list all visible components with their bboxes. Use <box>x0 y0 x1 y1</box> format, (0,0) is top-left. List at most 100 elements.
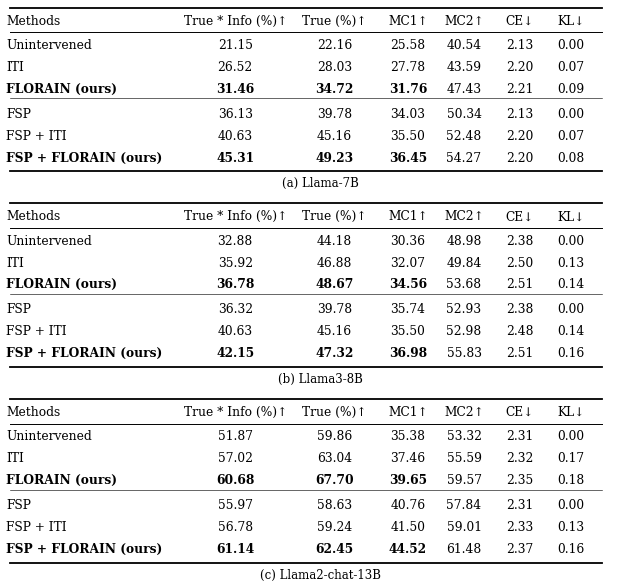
Text: 59.01: 59.01 <box>447 521 481 534</box>
Text: (b) Llama3-8B: (b) Llama3-8B <box>278 373 362 386</box>
Text: CE↓: CE↓ <box>506 211 534 224</box>
Text: 36.78: 36.78 <box>216 278 254 291</box>
Text: 35.92: 35.92 <box>218 257 253 269</box>
Text: 27.78: 27.78 <box>390 61 426 74</box>
Text: 2.32: 2.32 <box>506 452 534 465</box>
Text: 0.00: 0.00 <box>557 108 585 121</box>
Text: MC1↑: MC1↑ <box>388 211 428 224</box>
Text: 62.45: 62.45 <box>316 543 353 556</box>
Text: 37.46: 37.46 <box>390 452 426 465</box>
Text: 2.48: 2.48 <box>506 325 534 338</box>
Text: MC2↑: MC2↑ <box>444 406 484 419</box>
Text: True (%)↑: True (%)↑ <box>302 15 367 28</box>
Text: 30.36: 30.36 <box>390 235 426 248</box>
Text: 59.57: 59.57 <box>447 474 481 487</box>
Text: 34.72: 34.72 <box>316 83 353 96</box>
Text: 47.43: 47.43 <box>447 83 481 96</box>
Text: 0.00: 0.00 <box>557 303 585 316</box>
Text: MC1↑: MC1↑ <box>388 406 428 419</box>
Text: MC2↑: MC2↑ <box>444 211 484 224</box>
Text: 2.38: 2.38 <box>506 303 534 316</box>
Text: 0.00: 0.00 <box>557 39 585 52</box>
Text: 2.50: 2.50 <box>506 257 534 269</box>
Text: 28.03: 28.03 <box>317 61 352 74</box>
Text: 0.00: 0.00 <box>557 430 585 443</box>
Text: 34.03: 34.03 <box>390 108 426 121</box>
Text: 61.48: 61.48 <box>446 543 482 556</box>
Text: 50.34: 50.34 <box>447 108 481 121</box>
Text: 56.78: 56.78 <box>218 521 253 534</box>
Text: True * Info (%)↑: True * Info (%)↑ <box>184 15 287 28</box>
Text: 35.50: 35.50 <box>390 130 426 143</box>
Text: FSP + FLORAIN (ours): FSP + FLORAIN (ours) <box>6 543 163 556</box>
Text: 44.18: 44.18 <box>317 235 352 248</box>
Text: 22.16: 22.16 <box>317 39 352 52</box>
Text: 45.31: 45.31 <box>216 151 254 164</box>
Text: FSP + FLORAIN (ours): FSP + FLORAIN (ours) <box>6 348 163 360</box>
Text: 2.38: 2.38 <box>506 235 534 248</box>
Text: 2.33: 2.33 <box>506 521 534 534</box>
Text: MC2↑: MC2↑ <box>444 15 484 28</box>
Text: 0.07: 0.07 <box>557 61 585 74</box>
Text: 2.20: 2.20 <box>506 151 534 164</box>
Text: 39.78: 39.78 <box>317 303 352 316</box>
Text: 52.48: 52.48 <box>446 130 482 143</box>
Text: 2.51: 2.51 <box>506 348 534 360</box>
Text: 31.46: 31.46 <box>216 83 254 96</box>
Text: 0.00: 0.00 <box>557 499 585 512</box>
Text: (a) Llama-7B: (a) Llama-7B <box>282 177 358 190</box>
Text: 0.13: 0.13 <box>557 257 585 269</box>
Text: 51.87: 51.87 <box>218 430 253 443</box>
Text: 0.08: 0.08 <box>557 151 585 164</box>
Text: 26.52: 26.52 <box>218 61 253 74</box>
Text: 53.68: 53.68 <box>447 278 481 291</box>
Text: 36.98: 36.98 <box>389 348 427 360</box>
Text: FSP + ITI: FSP + ITI <box>6 130 67 143</box>
Text: 40.63: 40.63 <box>218 130 253 143</box>
Text: 59.86: 59.86 <box>317 430 352 443</box>
Text: ITI: ITI <box>6 257 24 269</box>
Text: 60.68: 60.68 <box>216 474 254 487</box>
Text: True * Info (%)↑: True * Info (%)↑ <box>184 406 287 419</box>
Text: Unintervened: Unintervened <box>6 430 92 443</box>
Text: 40.54: 40.54 <box>447 39 481 52</box>
Text: 36.45: 36.45 <box>389 151 427 164</box>
Text: 35.38: 35.38 <box>390 430 426 443</box>
Text: ITI: ITI <box>6 61 24 74</box>
Text: 52.98: 52.98 <box>446 325 482 338</box>
Text: 39.78: 39.78 <box>317 108 352 121</box>
Text: 54.27: 54.27 <box>447 151 481 164</box>
Text: 47.32: 47.32 <box>316 348 353 360</box>
Text: FSP: FSP <box>6 108 31 121</box>
Text: 21.15: 21.15 <box>218 39 253 52</box>
Text: 2.37: 2.37 <box>506 543 534 556</box>
Text: 34.56: 34.56 <box>389 278 427 291</box>
Text: 35.74: 35.74 <box>390 303 426 316</box>
Text: 36.13: 36.13 <box>218 108 253 121</box>
Text: 2.21: 2.21 <box>506 83 534 96</box>
Text: FSP + ITI: FSP + ITI <box>6 521 67 534</box>
Text: Methods: Methods <box>6 406 61 419</box>
Text: 40.76: 40.76 <box>390 499 426 512</box>
Text: 46.88: 46.88 <box>317 257 352 269</box>
Text: 55.83: 55.83 <box>447 348 481 360</box>
Text: 2.20: 2.20 <box>506 130 534 143</box>
Text: 61.14: 61.14 <box>216 543 254 556</box>
Text: KL↓: KL↓ <box>557 15 585 28</box>
Text: 67.70: 67.70 <box>315 474 354 487</box>
Text: 63.04: 63.04 <box>317 452 352 465</box>
Text: CE↓: CE↓ <box>506 406 534 419</box>
Text: 31.76: 31.76 <box>389 83 427 96</box>
Text: 35.50: 35.50 <box>390 325 426 338</box>
Text: 0.07: 0.07 <box>557 130 585 143</box>
Text: 0.18: 0.18 <box>557 474 585 487</box>
Text: 49.84: 49.84 <box>446 257 482 269</box>
Text: 36.32: 36.32 <box>218 303 253 316</box>
Text: 32.88: 32.88 <box>218 235 253 248</box>
Text: 57.02: 57.02 <box>218 452 253 465</box>
Text: FLORAIN (ours): FLORAIN (ours) <box>6 83 117 96</box>
Text: 0.14: 0.14 <box>557 325 585 338</box>
Text: CE↓: CE↓ <box>506 15 534 28</box>
Text: 42.15: 42.15 <box>216 348 254 360</box>
Text: True (%)↑: True (%)↑ <box>302 406 367 419</box>
